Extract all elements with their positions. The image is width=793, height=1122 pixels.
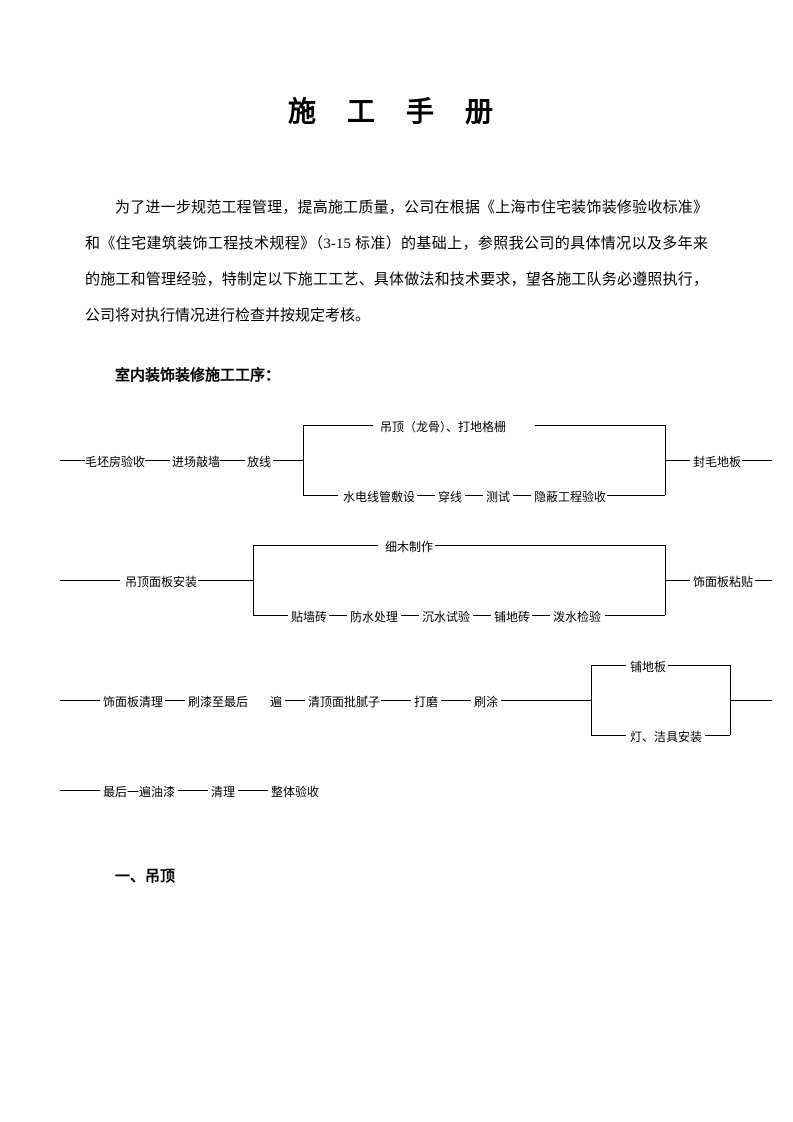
flow-step: 吊顶面板安装 (125, 573, 197, 590)
flow-step: 饰面板粘贴 (693, 573, 753, 590)
flow-step: 打磨 (414, 693, 438, 710)
flow-step: 防水处理 (350, 608, 398, 625)
section-heading: 一、吊顶 (115, 865, 708, 886)
flow-step: 饰面板清理 (103, 693, 163, 710)
flowchart: 毛坯房验收 进场敲墙 放线 吊顶（龙骨）、打地格栅 水电线管敷设 穿线 测试 隐… (85, 415, 765, 815)
flow-step: 刷漆至最后 (188, 693, 248, 710)
flow-step: 穿线 (438, 488, 462, 505)
flow-step: 铺地板 (630, 658, 666, 675)
flow-step: 清理 (211, 783, 235, 800)
flow-step: 进场敲墙 (172, 453, 220, 470)
flow-step: 细木制作 (385, 538, 433, 555)
flow-step: 测试 (486, 488, 510, 505)
document-title: 施 工 手 册 (85, 90, 708, 130)
flow-row-2: 吊顶面板安装 细木制作 贴墙砖 防水处理 沉水试验 铺地砖 泼水检验 饰面板粘贴 (85, 535, 765, 630)
flow-row-4: 最后一遍油漆 清理 整体验收 (85, 775, 765, 815)
flow-row-1: 毛坯房验收 进场敲墙 放线 吊顶（龙骨）、打地格栅 水电线管敷设 穿线 测试 隐… (85, 415, 765, 510)
flow-step: 刷涂 (474, 693, 498, 710)
flow-step: 封毛地板 (693, 453, 741, 470)
flow-step: 泼水检验 (553, 608, 601, 625)
flow-row-3: 饰面板清理 刷漆至最后 遍 清顶面批腻子 打磨 刷涂 铺地板 灯、洁具安装 (85, 655, 765, 750)
flow-step: 铺地砖 (494, 608, 530, 625)
flow-step: 遍 (270, 693, 282, 710)
flow-step: 灯、洁具安装 (630, 728, 702, 745)
flow-step: 沉水试验 (422, 608, 470, 625)
flow-step: 放线 (247, 453, 271, 470)
intro-paragraph: 为了进一步规范工程管理，提高施工质量，公司在根据《上海市住宅装饰装修验收标准》和… (85, 190, 708, 334)
flow-step: 吊顶（龙骨）、打地格栅 (380, 418, 506, 435)
flow-step: 整体验收 (271, 783, 319, 800)
flow-step: 清顶面批腻子 (308, 693, 380, 710)
flow-step: 水电线管敷设 (343, 488, 415, 505)
flow-step: 毛坯房验收 (85, 453, 145, 470)
flow-step: 隐蔽工程验收 (534, 488, 606, 505)
flow-step: 最后一遍油漆 (103, 783, 175, 800)
flow-step: 贴墙砖 (291, 608, 327, 625)
process-subtitle: 室内装饰装修施工工序： (115, 364, 708, 385)
